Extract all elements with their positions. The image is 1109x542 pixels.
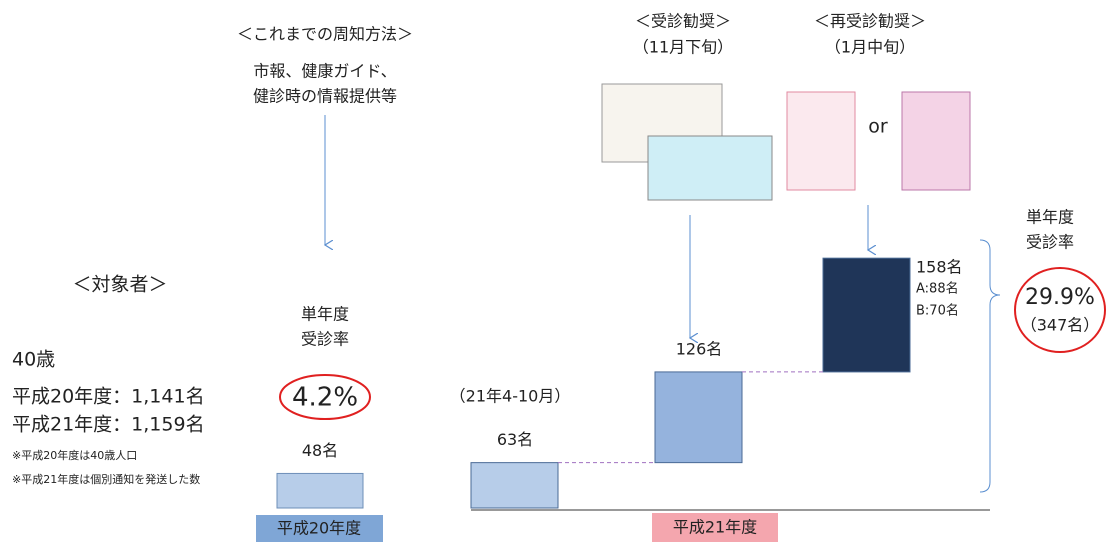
bar (277, 473, 363, 508)
text: （11月下旬） (633, 38, 733, 57)
bar (655, 372, 742, 463)
text: 市報、健康ガイド、 (253, 62, 396, 81)
card-image (648, 136, 772, 200)
leaflet-image (902, 92, 970, 190)
text: 受診率 (1026, 233, 1074, 252)
rate: 4.2% (292, 383, 358, 413)
bar-label: 158名 (916, 258, 963, 277)
bar-breakdown: B:70名 (916, 303, 959, 319)
leaflet-image (787, 92, 855, 190)
diagram: ＜これまでの周知方法＞ 市報、健康ガイド、 健診時の情報提供等 ＜対象者＞ 40… (0, 0, 1109, 542)
bar-label: 48名 (302, 441, 338, 460)
heading: ＜再受診勧奨＞ (814, 12, 926, 31)
bar-label: 63名 (497, 430, 533, 449)
heading: ＜受診勧奨＞ (635, 12, 731, 31)
bar-breakdown: A:88名 (916, 281, 959, 297)
text: 受診率 (301, 330, 349, 349)
bracket (980, 240, 1000, 492)
bar-label: 126名 (676, 339, 723, 358)
text: 平成20年度：1,141名 (12, 386, 205, 408)
note: ※平成20年度は40歳人口 (12, 448, 137, 462)
bar (471, 463, 558, 508)
text: 40歳 (12, 349, 55, 371)
heading: ＜これまでの周知方法＞ (237, 25, 413, 44)
text: 単年度 (1026, 208, 1074, 227)
text: （21年4-10月） (450, 387, 571, 406)
text: 健診時の情報提供等 (253, 87, 397, 106)
highlight (1015, 268, 1105, 352)
text: 平成21年度：1,159名 (12, 414, 205, 436)
label: 平成20年度 (277, 519, 361, 538)
text: or (868, 116, 888, 138)
text: 単年度 (301, 305, 349, 324)
text: （347名） (1021, 316, 1100, 335)
heading: ＜対象者＞ (72, 274, 167, 296)
text: （1月中旬） (825, 38, 915, 57)
bar (823, 258, 910, 372)
note: ※平成21年度は個別通知を発送した数 (12, 472, 200, 486)
rate: 29.9% (1025, 285, 1095, 310)
label: 平成21年度 (673, 518, 757, 537)
